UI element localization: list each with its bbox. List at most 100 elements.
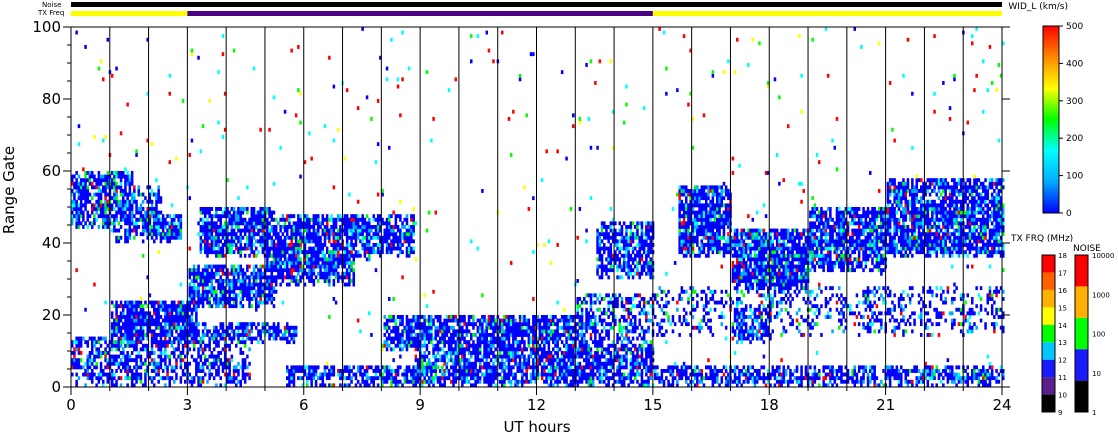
heat-cell-3361	[388, 225, 391, 229]
heat-cell-3274	[379, 372, 382, 377]
heat-cell-2337	[270, 325, 274, 330]
heat-cell-1245	[181, 351, 185, 355]
heat-cell-114	[82, 181, 85, 186]
heat-cell-4267	[507, 315, 511, 319]
heat-cell-732	[135, 221, 138, 226]
heat-cell-3529	[407, 365, 411, 370]
heat-cell-101	[79, 178, 83, 183]
heat-cell-4862	[587, 358, 591, 363]
heat-cell-970	[155, 210, 158, 215]
heat-cell-4208	[501, 340, 504, 345]
heat-cell-1373	[195, 365, 198, 370]
txfreq-segment-2	[652, 11, 1002, 16]
heat-cell-4855	[585, 63, 588, 67]
heat-cell-1536	[206, 235, 209, 240]
heat-cell-2123	[250, 304, 254, 309]
heat-cell-1350	[192, 347, 196, 352]
heat-cell-4938	[596, 354, 599, 359]
heat-cell-1922	[235, 369, 238, 373]
heat-cell-4710	[569, 358, 573, 363]
heat-cell-2121	[250, 325, 254, 330]
heat-cell-2704	[306, 217, 309, 222]
heat-cell-2487	[286, 336, 289, 341]
heat-cell-492	[119, 315, 123, 319]
heat-cell-3519	[405, 246, 409, 251]
heat-cell-3812	[445, 376, 449, 381]
heat-cell-2348	[270, 264, 274, 269]
heat-cell-2251	[261, 235, 265, 240]
heat-cell-4238	[505, 354, 509, 359]
heat-cell-4222	[503, 361, 506, 366]
heat-cell-56	[75, 181, 78, 186]
heat-cell-766	[139, 361, 143, 366]
heat-cell-1348	[192, 376, 196, 381]
heat-cell-3145	[356, 214, 360, 219]
heat-cell-423	[115, 358, 118, 363]
heat-cell-2486	[286, 340, 289, 345]
heat-cell-4376	[523, 343, 526, 348]
heat-cell-2743	[310, 239, 313, 244]
heat-cell-3585	[412, 232, 415, 237]
heat-cell-2830	[321, 271, 325, 276]
heat-cell-4099	[485, 329, 489, 334]
heat-cell-1771	[223, 336, 227, 341]
heat-cell-4159	[494, 372, 497, 377]
heat-cell-2046	[243, 325, 247, 330]
heat-cell-3423	[394, 221, 398, 226]
heat-cell-1411	[197, 293, 200, 298]
heat-cell-874	[148, 322, 152, 327]
heat-cell-785	[139, 214, 143, 219]
heat-cell-2633	[299, 275, 302, 280]
heat-cell-4381	[523, 318, 526, 323]
heat-cell-2042	[243, 343, 247, 348]
heat-cell-3378	[390, 246, 393, 251]
heat-cell-3714	[430, 361, 433, 366]
heat-cell-1352	[192, 340, 196, 345]
heat-cell-3353	[388, 315, 391, 319]
heat-cell-2687	[306, 379, 309, 384]
heat-cell-2864	[325, 372, 329, 377]
heat-cell-2061	[243, 221, 247, 226]
heat-cell-28	[73, 203, 76, 208]
heat-cell-914	[150, 210, 154, 215]
heat-cell-483	[119, 358, 123, 363]
heat-cell-729	[135, 232, 138, 237]
heat-cell-1560	[208, 275, 211, 280]
heat-cell-3039	[345, 365, 349, 370]
heat-cell-4493	[540, 376, 544, 381]
heat-cell-4488	[538, 333, 542, 337]
heat-cell-1436	[199, 282, 203, 287]
heat-cell-700	[133, 221, 136, 226]
heat-cell-4062	[481, 333, 484, 337]
heat-cell-2649	[299, 174, 302, 179]
heat-cell-3301	[381, 217, 384, 222]
heat-cell-2386	[272, 95, 276, 100]
heat-cell-4194	[498, 329, 502, 334]
heat-cell-4337	[518, 361, 522, 366]
heat-cell-496	[119, 235, 123, 240]
heat-cell-3535	[407, 325, 411, 330]
heat-cell-2615	[297, 257, 300, 262]
heat-cell-4779	[578, 372, 582, 377]
heat-cell-3791	[441, 333, 444, 337]
heat-cell-3589	[412, 217, 415, 222]
heat-cell-2396	[274, 264, 278, 269]
heat-cell-3261	[376, 246, 380, 251]
heat-cell-4008	[472, 318, 475, 323]
heat-cell-2584	[294, 365, 298, 370]
heat-cell-3970	[467, 358, 471, 363]
heat-cell-3170	[361, 221, 364, 226]
heat-cell-3766	[436, 315, 440, 319]
heat-cell-527	[122, 214, 125, 219]
heat-cell-4833	[585, 379, 588, 384]
heat-cell-2956	[334, 246, 338, 251]
heat-cell-473	[117, 207, 121, 211]
heat-cell-1478	[201, 225, 205, 229]
heat-cell-977	[157, 379, 160, 384]
heat-cell-1243	[181, 369, 185, 373]
heat-cell-2169	[255, 307, 258, 312]
heat-cell-4362	[521, 336, 524, 341]
heat-cell-2115	[248, 225, 251, 229]
heat-cell-3345	[388, 372, 391, 377]
heat-cell-2998	[339, 214, 342, 219]
